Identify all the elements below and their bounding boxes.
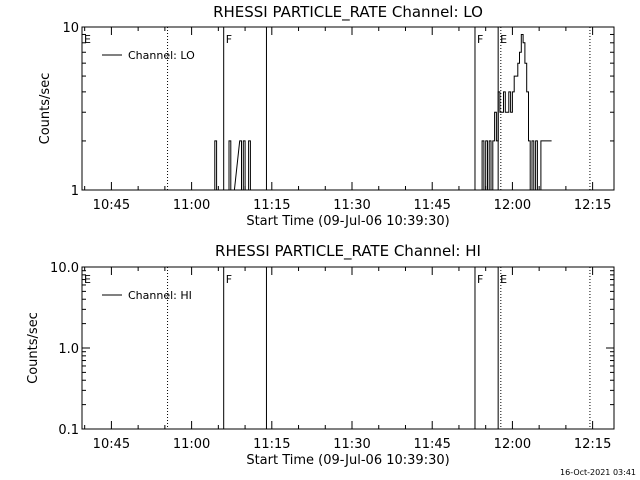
x-axis-label: Start Time (09-Jul-06 10:39:30) (246, 453, 449, 468)
x-tick-label: 12:00 (494, 437, 531, 452)
flag-label: F (226, 273, 232, 286)
x-tick-label: 11:15 (253, 437, 290, 452)
chart-panel-hi: RHESSI PARTICLE_RATE Channel: HI 10:45 11:… (26, 242, 615, 468)
x-tick-label: 11:30 (333, 198, 370, 213)
legend-label: Channel: LO (128, 49, 195, 62)
x-tick-label: 11:45 (413, 198, 450, 213)
y-tick-label: 10.0 (50, 261, 79, 276)
x-tick-label: 10:45 (93, 437, 130, 452)
flag-label: F (477, 273, 483, 286)
y-axis-label: Counts/sec (26, 312, 41, 384)
flag-label: E (84, 273, 91, 286)
series-line (213, 34, 552, 191)
legend-label: Channel: HI (128, 289, 192, 302)
flag-label: F (477, 33, 483, 46)
x-tick-label: 11:45 (413, 437, 450, 452)
x-tick-label: 12:15 (574, 198, 611, 213)
flag-label: E (84, 33, 91, 46)
chart-title: RHESSI PARTICLE_RATE Channel: HI (215, 242, 481, 261)
x-tick-label: 10:45 (93, 198, 130, 213)
y-tick-label: 0.1 (58, 423, 79, 438)
y-tick-label: 1 (71, 184, 79, 199)
y-tick-label: 1.0 (58, 342, 79, 357)
flag-label: F (226, 33, 232, 46)
x-tick-label: 11:00 (173, 198, 210, 213)
flag-label: E (500, 33, 507, 46)
y-tick-label: 10 (62, 21, 79, 36)
x-tick-label: 11:15 (253, 198, 290, 213)
x-tick-label: 11:00 (173, 437, 210, 452)
chart-title: RHESSI PARTICLE_RATE Channel: LO (213, 3, 483, 22)
x-tick-label: 12:00 (494, 198, 531, 213)
flag-label: E (500, 273, 507, 286)
y-axis-label: Counts/sec (38, 73, 53, 145)
footer-timestamp: 16-Oct-2021 03:41 (560, 468, 636, 477)
x-tick-label: 11:30 (333, 437, 370, 452)
x-tick-label: 12:15 (574, 437, 611, 452)
chart-panel-lo: RHESSI PARTICLE_RATE Channel: LO 10:45 11:… (38, 3, 615, 229)
x-axis-label: Start Time (09-Jul-06 10:39:30) (246, 214, 449, 229)
